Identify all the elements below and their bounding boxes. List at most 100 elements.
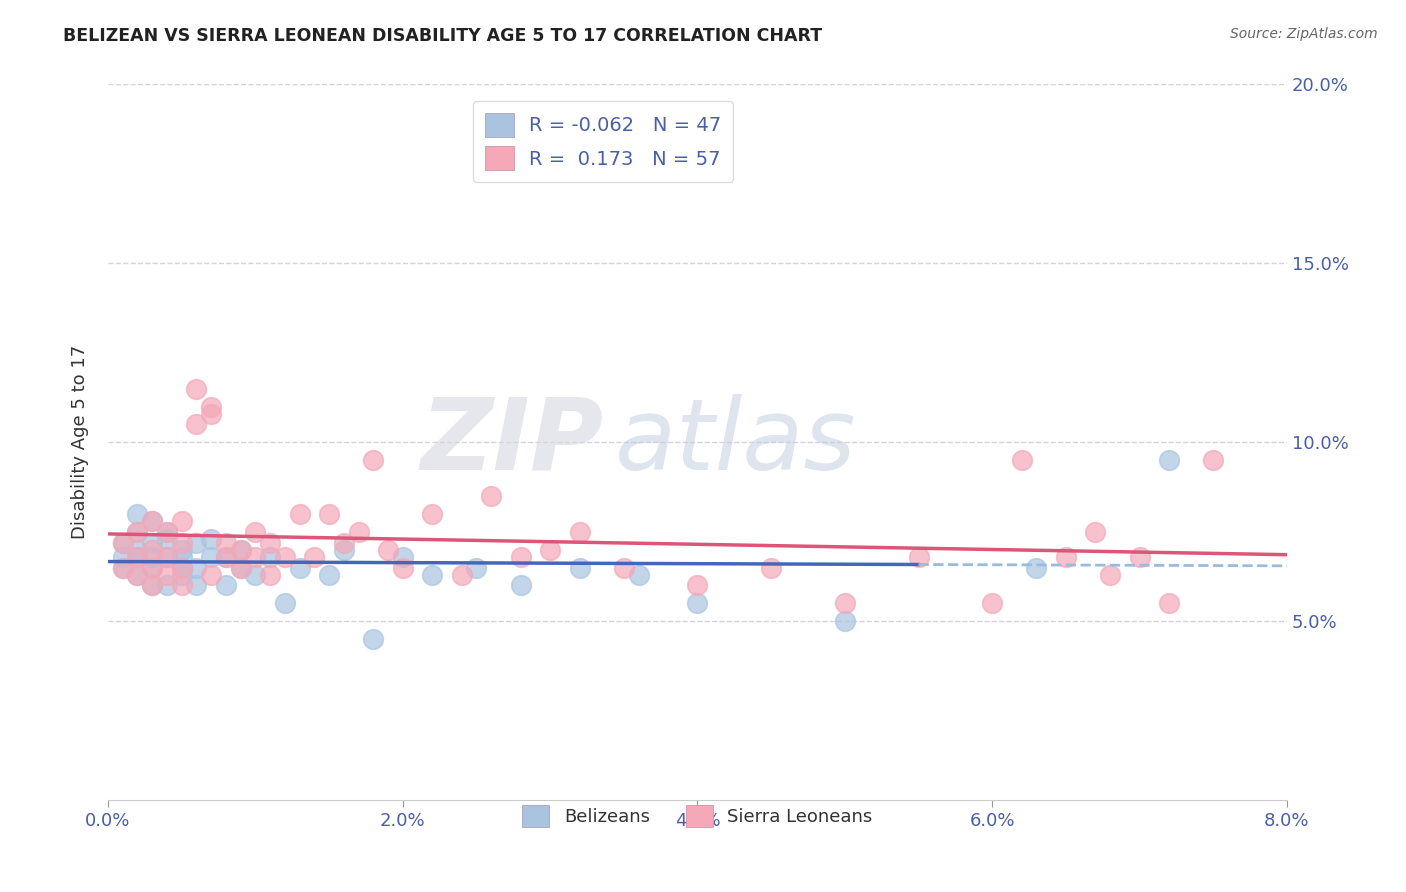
Point	[347, 524, 370, 539]
Text: ZIP: ZIP	[420, 394, 603, 491]
Point	[186, 382, 208, 396]
Point	[568, 524, 591, 539]
Point	[259, 535, 281, 549]
Point	[568, 560, 591, 574]
Point	[229, 560, 252, 574]
Point	[1054, 549, 1077, 564]
Point	[156, 549, 179, 564]
Point	[907, 549, 929, 564]
Point	[627, 567, 650, 582]
Point	[465, 560, 488, 574]
Point	[229, 560, 252, 574]
Point	[377, 542, 399, 557]
Point	[333, 542, 356, 557]
Point	[127, 507, 149, 521]
Point	[127, 542, 149, 557]
Point	[127, 549, 149, 564]
Point	[333, 535, 356, 549]
Point	[170, 560, 193, 574]
Point	[156, 549, 179, 564]
Point	[245, 524, 267, 539]
Point	[420, 567, 443, 582]
Point	[361, 632, 384, 647]
Point	[1157, 596, 1180, 610]
Point	[215, 578, 238, 592]
Point	[229, 542, 252, 557]
Point	[304, 549, 326, 564]
Point	[229, 542, 252, 557]
Point	[127, 549, 149, 564]
Text: Source: ZipAtlas.com: Source: ZipAtlas.com	[1230, 27, 1378, 41]
Point	[509, 549, 531, 564]
Point	[1011, 453, 1033, 467]
Point	[111, 535, 134, 549]
Point	[170, 549, 193, 564]
Point	[274, 549, 297, 564]
Point	[127, 524, 149, 539]
Point	[156, 567, 179, 582]
Point	[479, 489, 502, 503]
Point	[186, 578, 208, 592]
Point	[215, 549, 238, 564]
Text: atlas: atlas	[614, 394, 856, 491]
Point	[686, 596, 709, 610]
Point	[141, 549, 163, 564]
Point	[111, 560, 134, 574]
Point	[200, 400, 222, 414]
Point	[450, 567, 472, 582]
Point	[170, 542, 193, 557]
Point	[1202, 453, 1225, 467]
Point	[1157, 453, 1180, 467]
Point	[1025, 560, 1047, 574]
Point	[215, 535, 238, 549]
Point	[288, 560, 311, 574]
Y-axis label: Disability Age 5 to 17: Disability Age 5 to 17	[72, 345, 89, 540]
Point	[1084, 524, 1107, 539]
Point	[200, 567, 222, 582]
Point	[141, 542, 163, 557]
Point	[156, 532, 179, 546]
Point	[834, 596, 856, 610]
Point	[613, 560, 636, 574]
Point	[361, 453, 384, 467]
Point	[259, 567, 281, 582]
Point	[186, 535, 208, 549]
Point	[538, 542, 561, 557]
Point	[420, 507, 443, 521]
Point	[111, 535, 134, 549]
Text: BELIZEAN VS SIERRA LEONEAN DISABILITY AGE 5 TO 17 CORRELATION CHART: BELIZEAN VS SIERRA LEONEAN DISABILITY AG…	[63, 27, 823, 45]
Point	[141, 560, 163, 574]
Point	[391, 560, 413, 574]
Point	[981, 596, 1004, 610]
Point	[156, 578, 179, 592]
Point	[259, 549, 281, 564]
Point	[245, 567, 267, 582]
Point	[156, 524, 179, 539]
Point	[127, 524, 149, 539]
Point	[200, 549, 222, 564]
Point	[288, 507, 311, 521]
Point	[141, 578, 163, 592]
Point	[141, 560, 163, 574]
Point	[170, 514, 193, 528]
Legend: Belizeans, Sierra Leoneans: Belizeans, Sierra Leoneans	[515, 797, 880, 834]
Point	[509, 578, 531, 592]
Point	[686, 578, 709, 592]
Point	[186, 417, 208, 432]
Point	[318, 567, 340, 582]
Point	[170, 567, 193, 582]
Point	[834, 614, 856, 628]
Point	[156, 524, 179, 539]
Point	[170, 560, 193, 574]
Point	[111, 549, 134, 564]
Point	[186, 560, 208, 574]
Point	[759, 560, 782, 574]
Point	[245, 549, 267, 564]
Point	[111, 560, 134, 574]
Point	[318, 507, 340, 521]
Point	[170, 535, 193, 549]
Point	[141, 514, 163, 528]
Point	[215, 549, 238, 564]
Point	[200, 532, 222, 546]
Point	[170, 578, 193, 592]
